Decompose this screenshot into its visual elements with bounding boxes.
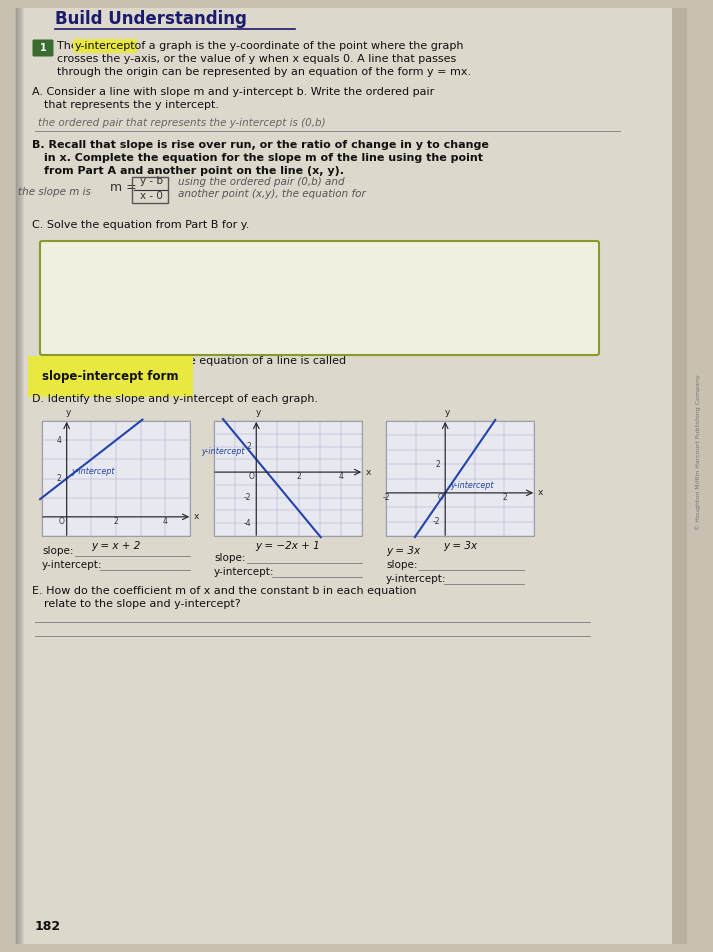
Text: using the ordered pair (0,b) and: using the ordered pair (0,b) and: [178, 177, 344, 187]
Text: y-intercept:: y-intercept:: [386, 574, 446, 584]
Text: -2: -2: [382, 493, 390, 502]
Text: 2: 2: [436, 460, 440, 468]
Text: y-intercept: y-intercept: [201, 447, 245, 456]
Text: © Houghton Mifflin Harcourt Publishing Company: © Houghton Mifflin Harcourt Publishing C…: [695, 374, 701, 530]
FancyBboxPatch shape: [40, 241, 599, 355]
Text: 4: 4: [339, 472, 343, 481]
Text: C. Solve the equation from Part B for y.: C. Solve the equation from Part B for y.: [32, 220, 250, 230]
Text: of a graph is the y-coordinate of the point where the graph: of a graph is the y-coordinate of the po…: [131, 41, 463, 51]
Bar: [18, 8, 20, 944]
Text: The y = mx + b form of the equation of a line is called: The y = mx + b form of the equation of a…: [42, 356, 346, 366]
Text: crosses the y-axis, or the value of y when x equals 0. A line that passes: crosses the y-axis, or the value of y wh…: [57, 54, 456, 64]
Text: y: y: [255, 408, 261, 417]
Bar: [19, 8, 21, 944]
Text: the slope m is: the slope m is: [18, 187, 91, 197]
Text: y-intercept:: y-intercept:: [214, 567, 275, 577]
Text: slope:: slope:: [214, 553, 245, 563]
Text: y-intercept:: y-intercept:: [42, 560, 103, 570]
Text: 1: 1: [40, 43, 46, 53]
Text: 2: 2: [502, 493, 507, 502]
Text: through the origin can be represented by an equation of the form y = mx.: through the origin can be represented by…: [57, 67, 471, 77]
Bar: [15, 8, 17, 944]
Text: slope:: slope:: [386, 560, 418, 570]
FancyBboxPatch shape: [33, 39, 53, 56]
Bar: [17, 8, 19, 944]
Text: The: The: [57, 41, 81, 51]
Text: y-intercept: y-intercept: [75, 41, 135, 51]
Text: 2: 2: [57, 474, 61, 483]
Text: relate to the slope and y-intercept?: relate to the slope and y-intercept?: [44, 599, 240, 609]
Text: y = −2x + 1: y = −2x + 1: [256, 541, 320, 551]
Text: x: x: [194, 512, 200, 522]
Bar: [42, 421, 190, 536]
Bar: [22, 8, 24, 944]
Text: in x. Complete the equation for the slope m of the line using the point: in x. Complete the equation for the slop…: [44, 153, 483, 163]
Text: O: O: [437, 493, 443, 502]
Text: 182: 182: [35, 920, 61, 933]
Text: y = 3x: y = 3x: [443, 541, 477, 551]
Bar: [386, 421, 534, 536]
Text: y: y: [444, 408, 450, 417]
Text: -2: -2: [244, 493, 251, 502]
Text: O: O: [58, 517, 65, 526]
Text: -2: -2: [433, 517, 440, 526]
Text: D. Identify the slope and y-intercept of each graph.: D. Identify the slope and y-intercept of…: [32, 394, 318, 404]
Text: O: O: [248, 472, 255, 481]
Text: m =: m =: [110, 181, 137, 194]
Text: x - 0: x - 0: [140, 191, 163, 201]
Text: 2: 2: [113, 517, 118, 526]
Text: y-intercept: y-intercept: [72, 466, 116, 475]
Text: E. How do the coefficient m of x and the constant b in each equation: E. How do the coefficient m of x and the…: [32, 586, 416, 596]
Text: y = 3x: y = 3x: [386, 546, 420, 556]
Text: slope:: slope:: [42, 546, 73, 556]
Text: another point (x,y), the equation for: another point (x,y), the equation for: [178, 189, 366, 199]
Text: x: x: [366, 467, 371, 477]
Bar: [20, 8, 22, 944]
Bar: [132, 177, 168, 203]
Text: y - b: y - b: [140, 176, 163, 186]
Bar: [214, 421, 362, 536]
Text: 4: 4: [163, 517, 168, 526]
Bar: [21, 8, 23, 944]
Bar: [672, 8, 687, 944]
Text: A. Consider a line with slope m and y-intercept b. Write the ordered pair: A. Consider a line with slope m and y-in…: [32, 87, 434, 97]
Text: 4: 4: [57, 436, 61, 445]
Text: from Part A and another point on the line (x, y).: from Part A and another point on the lin…: [44, 166, 344, 176]
Text: Build Understanding: Build Understanding: [55, 10, 247, 28]
Text: B. Recall that slope is rise over run, or the ratio of change in y to change: B. Recall that slope is rise over run, o…: [32, 140, 489, 150]
Text: that represents the y intercept.: that represents the y intercept.: [44, 100, 219, 110]
Text: the ordered pair that represents the y-intercept is (0,b): the ordered pair that represents the y-i…: [38, 118, 326, 128]
Text: -4: -4: [244, 519, 251, 527]
Text: .: .: [170, 372, 174, 382]
Text: y: y: [66, 408, 71, 417]
Text: y-intercept: y-intercept: [450, 481, 493, 490]
Text: 2: 2: [247, 442, 251, 451]
Text: 2: 2: [296, 472, 301, 481]
Text: slope-intercept form: slope-intercept form: [42, 370, 178, 383]
Text: y = x + 2: y = x + 2: [91, 541, 140, 551]
Bar: [16, 8, 18, 944]
Text: x: x: [538, 488, 543, 497]
